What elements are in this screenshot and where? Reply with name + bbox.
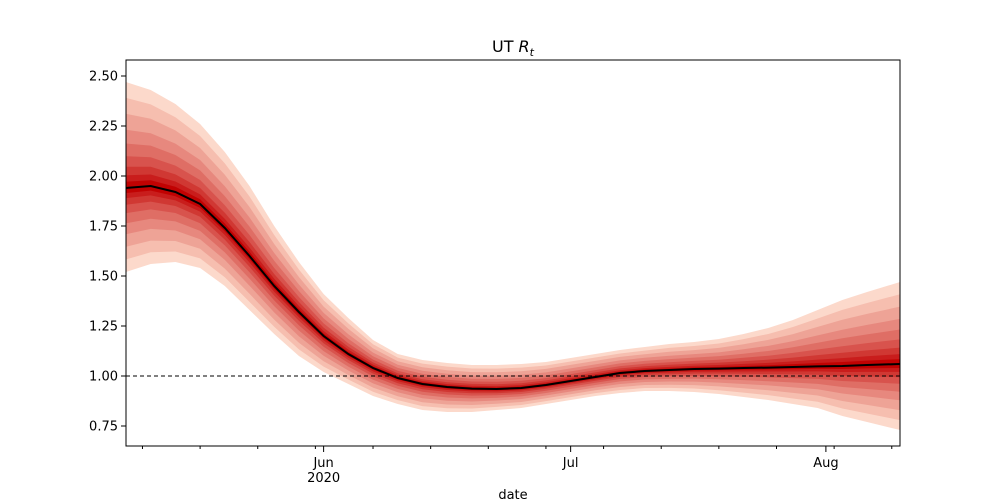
y-tick-label: 1.50 [89,270,118,285]
y-tick-label: 0.75 [89,420,118,435]
y-tick-label: 1.25 [89,320,118,335]
y-tick-label: 1.00 [89,370,118,385]
x-tick-label: Jul [562,456,579,471]
band-level-7 [126,174,900,392]
y-axis: 0.75 1.00 1.25 1.50 1.75 2.00 2.25 2.50 [89,70,126,435]
y-tick-label: 1.75 [89,220,118,235]
chart-title-prefix: UT [492,37,514,56]
credible-interval-bands [126,82,900,430]
y-tick-label: 2.00 [89,170,118,185]
x-tick-label: Jun [312,456,333,471]
median-rt-line [126,184,900,391]
chart-title-subscript: t [530,46,535,59]
y-tick-label: 2.25 [89,120,118,135]
chart-title-symbol: R [519,37,530,56]
band-level-6 [126,166,900,394]
x-tick-label: Aug [813,456,838,471]
y-tick-label: 2.50 [89,70,118,85]
x-tick-year-label: 2020 [307,471,340,486]
plot-frame [125,59,901,447]
x-axis-label: date [498,488,527,500]
chart-title: UT Rt [492,37,535,59]
